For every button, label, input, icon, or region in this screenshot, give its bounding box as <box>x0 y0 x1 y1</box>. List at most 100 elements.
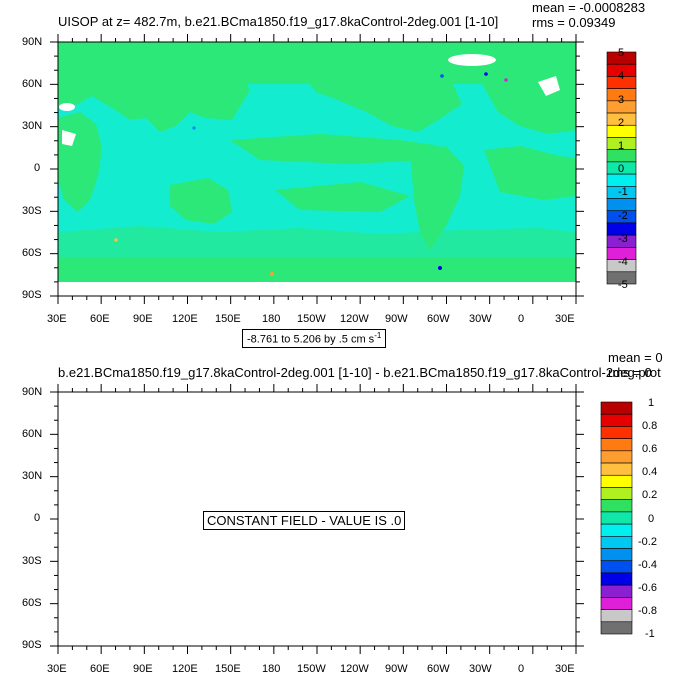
top-lat-tick: 90N <box>22 36 43 48</box>
top-lon-tick: 30E <box>47 313 67 325</box>
top-lat-tick: 0 <box>34 162 41 174</box>
top-rms-label: rms = 0.09349 <box>532 15 616 30</box>
bottom-lon-tick: 30E <box>47 663 67 675</box>
top-anomaly-point <box>484 72 488 76</box>
bottom-lat-tick: 30S <box>22 555 42 567</box>
bottom-colorbar-swatch <box>600 511 633 525</box>
top-tick-marks <box>50 34 584 304</box>
bottom-colorbar-swatch <box>600 499 633 513</box>
bottom-colorbar-swatch <box>600 401 633 415</box>
top-mean-label: mean = -0.0008283 <box>532 0 646 15</box>
bottom-colorbar-label: 0.8 <box>642 420 658 432</box>
bottom-colorbar-label: 1 <box>648 397 655 409</box>
top-lon-tick: 60W <box>427 313 450 325</box>
bottom-colorbar-swatch <box>600 560 633 574</box>
top-caspian-ice <box>59 103 75 111</box>
bottom-mean-label: mean = 0 <box>608 350 663 365</box>
top-colorbar-label: -4 <box>618 256 628 268</box>
bottom-colorbar <box>600 401 633 635</box>
bottom-colorbar-swatch <box>600 621 633 635</box>
top-lon-tick: 120W <box>340 313 369 325</box>
bottom-colorbar-swatch <box>600 523 633 537</box>
top-colorbar-label: -2 <box>618 210 628 222</box>
top-colorbar-label: 4 <box>618 70 625 82</box>
bottom-colorbar-swatch <box>600 487 633 500</box>
bottom-colorbar-swatch <box>600 450 633 464</box>
bottom-lon-tick: 0 <box>518 663 525 675</box>
bottom-panel-title: b.e21.BCma1850.f19_g17.8kaControl-2deg.0… <box>58 365 661 380</box>
constant-field-label: CONSTANT FIELD - VALUE IS .0 <box>203 511 406 530</box>
top-colorbar-label: 1 <box>618 140 625 152</box>
top-colorbar-label: 2 <box>618 117 625 129</box>
bottom-lon-tick: 120W <box>340 663 369 675</box>
top-med-ice <box>62 130 76 146</box>
bottom-colorbar-swatch <box>600 609 633 623</box>
top-colorbar-swatch <box>606 271 637 285</box>
top-lat-tick: 90S <box>22 289 42 301</box>
top-colorbar-label: 5 <box>618 47 625 59</box>
top-lon-tick: 0 <box>518 313 525 325</box>
bottom-colorbar-label: -0.4 <box>638 559 657 571</box>
bottom-colorbar-swatch <box>600 548 633 562</box>
top-antarctica-band <box>58 258 576 282</box>
bottom-colorbar-label: -1 <box>645 628 655 640</box>
top-colorbar-swatch <box>606 173 637 187</box>
bottom-colorbar-label: -0.6 <box>638 582 657 594</box>
bottom-colorbar-label: 0.2 <box>642 489 658 501</box>
top-lon-tick: 90E <box>133 313 153 325</box>
top-australia-landmass <box>170 178 232 224</box>
bottom-colorbar-swatch <box>600 597 633 610</box>
bottom-colorbar-swatch <box>600 438 633 452</box>
top-colorbar-label: -5 <box>618 279 628 291</box>
top-asia-landmass <box>58 52 250 132</box>
bottom-lon-tick: 60E <box>90 663 110 675</box>
top-map-field <box>58 42 576 296</box>
top-lon-tick: 30W <box>469 313 492 325</box>
bottom-lon-tick: 30E <box>555 663 575 675</box>
bottom-tick-marks <box>50 384 584 654</box>
bottom-colorbar-label: 0.4 <box>642 466 658 478</box>
bottom-lat-tick: 90S <box>22 639 42 651</box>
top-south-pacific-patch <box>275 182 410 212</box>
bottom-lon-tick: 150E <box>215 663 241 675</box>
bottom-colorbar-swatch <box>600 462 633 476</box>
top-lat-tick: 30S <box>22 205 42 217</box>
bottom-lon-tick: 30W <box>469 663 492 675</box>
top-colorbar-label: 0 <box>618 163 625 175</box>
top-colorbar-swatch <box>606 198 637 212</box>
top-atlantic-patch <box>484 146 576 200</box>
top-anomaly-point <box>192 126 196 130</box>
top-lat-tick: 60N <box>22 78 43 90</box>
bottom-colorbar-label: 0 <box>648 513 655 525</box>
bottom-lat-tick: 90N <box>22 386 43 398</box>
bottom-lon-tick: 120E <box>172 663 198 675</box>
bottom-lon-tick: 90W <box>385 663 408 675</box>
top-lon-tick: 30E <box>555 313 575 325</box>
top-lon-tick: 150E <box>215 313 241 325</box>
bottom-colorbar-swatch <box>600 584 633 598</box>
top-pacific-band <box>230 134 440 164</box>
bottom-lon-tick: 180 <box>262 663 281 675</box>
top-colorbar-label: 3 <box>618 94 625 106</box>
top-south-america-landmass <box>410 146 464 250</box>
bottom-colorbar-swatch <box>600 413 633 427</box>
bottom-colorbar-swatch <box>600 536 633 549</box>
top-panel-title: UISOP at z= 482.7m, b.e21.BCma1850.f19_g… <box>58 14 499 29</box>
bottom-colorbar-swatch <box>600 572 633 586</box>
top-anomaly-point <box>440 74 444 78</box>
top-anomaly-point <box>504 78 508 82</box>
bottom-colorbar-label: 0.6 <box>642 443 658 455</box>
top-lon-tick: 180 <box>262 313 281 325</box>
top-north-america-landmass <box>300 64 462 132</box>
bottom-colorbar-swatch <box>600 474 633 488</box>
top-arctic-ice <box>448 54 496 66</box>
bottom-colorbar-swatch <box>600 426 633 439</box>
top-contour-range-label: -8.761 to 5.206 by .5 cm s <box>247 333 375 346</box>
bottom-lon-tick: 90E <box>133 663 153 675</box>
top-colorbar-label: -1 <box>618 186 628 198</box>
bottom-lon-tick: 150W <box>297 663 326 675</box>
top-anomaly-point <box>114 238 118 242</box>
top-lat-tick: 30N <box>22 120 43 132</box>
bottom-colorbar-label: -0.8 <box>638 605 657 617</box>
